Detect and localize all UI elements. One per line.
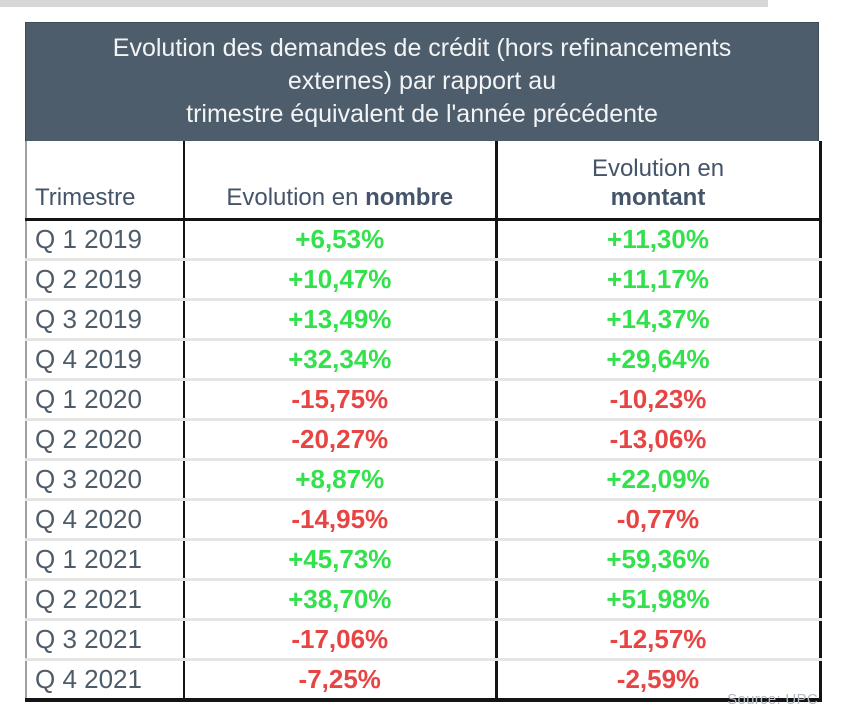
table-row: Q 1 2021 +45,73% +59,36%	[26, 539, 820, 581]
nombre-value-cell: -20,27%	[184, 419, 498, 461]
quarter-cell: Q 1 2021	[26, 539, 185, 581]
quarterly-evolution-table: Trimestre Evolution en nombre Evolution …	[25, 141, 822, 702]
montant-value-cell: +11,30%	[496, 219, 820, 261]
quarter-cell: Q 1 2020	[26, 379, 185, 421]
col-header-nombre-prefix: Evolution en	[226, 184, 359, 211]
montant-value-cell: +59,36%	[496, 539, 820, 581]
montant-value-cell: -10,23%	[496, 379, 820, 421]
nombre-value-cell: +10,47%	[184, 259, 498, 301]
nombre-value-cell: +13,49%	[184, 299, 498, 341]
montant-value-cell: -2,59%	[616, 664, 700, 694]
nombre-value-cell: +6,53%	[184, 219, 498, 261]
montant-value-cell: -12,57%	[496, 619, 820, 661]
header-row: Trimestre Evolution en nombre Evolution …	[26, 141, 820, 221]
table-row: Q 3 2020 +8,87% +22,09%	[26, 459, 820, 501]
quarter-cell: Q 3 2020	[26, 459, 185, 501]
table-title-line-3: trimestre équivalent de l'année précéden…	[186, 100, 658, 128]
nombre-value-cell: -17,06%	[184, 619, 498, 661]
col-header-montant: Evolution en montant	[496, 141, 820, 221]
nombre-value-cell: -7,25%	[184, 659, 498, 700]
montant-value-cell: +29,64%	[496, 339, 820, 381]
table-title: Evolution des demandes de crédit (hors r…	[25, 22, 819, 141]
nombre-value-cell: +45,73%	[184, 539, 498, 581]
col-header-montant-bold: montant	[610, 184, 706, 211]
quarter-cell: Q 2 2021	[26, 579, 185, 621]
quarter-cell: Q 2 2019	[26, 259, 185, 301]
col-header-trimestre-label: Trimestre	[35, 184, 136, 211]
table-title-line-1: Evolution des demandes de crédit (hors r…	[112, 34, 732, 62]
table-row: Q 4 2020 -14,95% -0,77%	[26, 499, 820, 541]
table-row: Q 2 2019 +10,47% +11,17%	[26, 259, 820, 301]
quarter-cell: Q 4 2020	[26, 499, 185, 541]
table-row: Q 4 2019 +32,34% +29,64%	[26, 339, 820, 381]
col-header-nombre: Evolution en nombre	[184, 141, 498, 221]
quarter-cell: Q 3 2019	[26, 299, 185, 341]
table-row: Q 3 2021 -17,06% -12,57%	[26, 619, 820, 661]
table-row: Q 4 2021 -7,25% -2,59%	[26, 659, 820, 700]
quarter-cell: Q 2 2020	[26, 419, 185, 461]
table-row: Q 2 2020 -20,27% -13,06%	[26, 419, 820, 461]
nombre-value-cell: +8,87%	[184, 459, 498, 501]
source-caption: Source: UPC	[727, 691, 818, 708]
montant-value-cell: +51,98%	[496, 579, 820, 621]
table-row: Q 3 2019 +13,49% +14,37%	[26, 299, 820, 341]
montant-value-cell: +11,17%	[496, 259, 820, 301]
col-header-trimestre: Trimestre	[26, 141, 185, 221]
quarter-cell: Q 4 2019	[26, 339, 185, 381]
nombre-value-cell: +38,70%	[184, 579, 498, 621]
montant-value-cell: +22,09%	[496, 459, 820, 501]
nombre-value-cell: -14,95%	[184, 499, 498, 541]
col-header-nombre-bold: nombre	[365, 184, 454, 211]
nombre-value-cell: +32,34%	[184, 339, 498, 381]
top-edge-artifact	[0, 0, 768, 7]
montant-value-cell: +14,37%	[496, 299, 820, 341]
quarter-cell: Q 3 2021	[26, 619, 185, 661]
table-row: Q 1 2019 +6,53% +11,30%	[26, 219, 820, 261]
nombre-value-cell: -15,75%	[184, 379, 498, 421]
montant-value-cell: -13,06%	[496, 419, 820, 461]
table-title-line-2: externes) par rapport au	[287, 67, 557, 95]
quarter-cell: Q 4 2021	[26, 659, 185, 700]
credit-evolution-table: Evolution des demandes de crédit (hors r…	[25, 22, 822, 702]
montant-value-cell: -0,77%	[496, 499, 820, 541]
col-header-montant-prefix: Evolution en	[591, 155, 725, 182]
quarter-cell: Q 1 2019	[26, 219, 185, 261]
table-row: Q 2 2021 +38,70% +51,98%	[26, 579, 820, 621]
table-row: Q 1 2020 -15,75% -10,23%	[26, 379, 820, 421]
